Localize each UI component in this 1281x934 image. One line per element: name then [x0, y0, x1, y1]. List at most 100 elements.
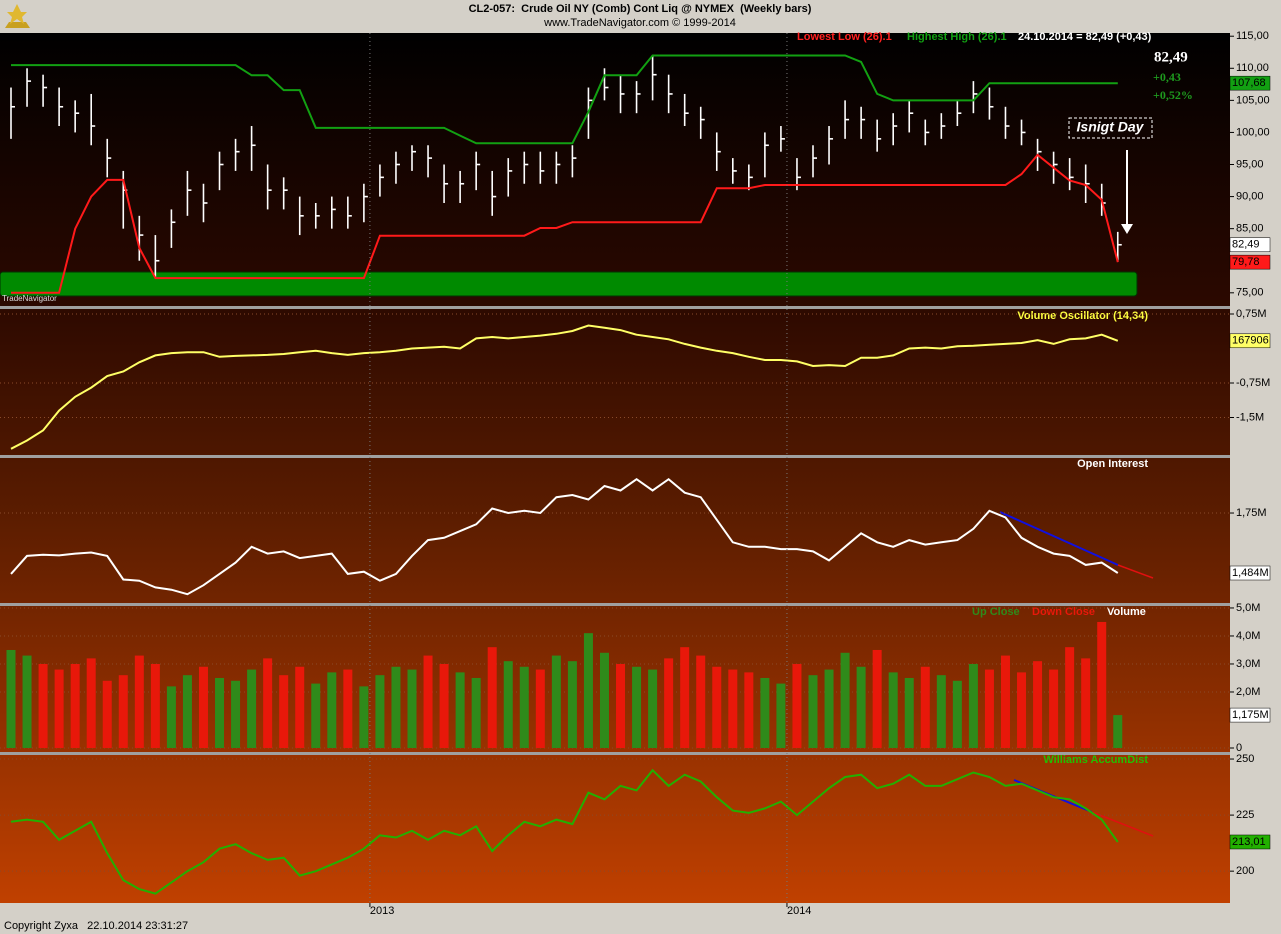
volume-bar — [567, 661, 577, 748]
volume-bar — [551, 655, 561, 748]
last-value-box — [1229, 707, 1271, 723]
volume-bar — [1113, 715, 1123, 748]
y-tick-label: 85,00 — [1236, 223, 1264, 235]
last-value-label: 1,484M — [1232, 567, 1269, 579]
volume-bar — [519, 666, 529, 748]
legend-entry: Down Close — [1032, 606, 1095, 618]
logo-base — [5, 22, 30, 28]
y-tick-label: 75,00 — [1236, 287, 1264, 299]
y-tick-label: 115,00 — [1236, 30, 1269, 42]
volume-bar — [198, 666, 208, 748]
separator — [0, 603, 1230, 606]
volume-bar — [487, 647, 497, 748]
volume-bar — [776, 683, 786, 748]
volume-bar — [231, 680, 241, 748]
volume-bar — [856, 666, 866, 748]
y-tick-label: 2,0M — [1236, 686, 1260, 698]
y-tick-label: 105,00 — [1236, 94, 1270, 106]
trend-extension — [1117, 564, 1154, 579]
volume-bar — [792, 663, 802, 748]
y-tick-label: 0 — [1236, 742, 1242, 754]
series-line — [11, 153, 1119, 294]
separator — [0, 752, 1230, 755]
last-value-box — [1229, 333, 1271, 349]
last-value-box — [1229, 834, 1271, 850]
volume-bar — [86, 658, 96, 748]
volume-bar — [455, 672, 465, 748]
volume-bar — [616, 663, 626, 748]
volume-bar — [728, 669, 738, 748]
volume-bar — [632, 666, 642, 748]
y-tick-label: 250 — [1236, 753, 1254, 765]
chart-subtitle: www.TradeNavigator.com © 1999-2014 — [543, 17, 736, 29]
y-tick-label: -1,5M — [1236, 411, 1264, 423]
series-line — [10, 477, 1119, 596]
last-value-label: 82,49 — [1232, 239, 1260, 251]
volume-bar — [263, 658, 273, 748]
y-tick-label: 110,00 — [1236, 62, 1269, 74]
x-tick-label: 2013 — [370, 905, 394, 917]
volume-bar — [407, 669, 417, 748]
x-tick-label: 2014 — [787, 905, 811, 917]
volume-bar — [808, 675, 818, 748]
volume-bar — [712, 666, 722, 748]
y-tick-label: 95,00 — [1236, 158, 1264, 170]
volume-bar — [182, 675, 192, 748]
last-value-label: 167906 — [1232, 335, 1269, 347]
legend-entry: Lowest Low (26).1 — [797, 31, 892, 43]
change-percent: +0,52% — [1153, 88, 1193, 102]
volume-bar — [134, 655, 144, 748]
series-line — [11, 54, 1118, 145]
watermark: TradeNavigator — [2, 294, 57, 303]
volume-bar — [327, 672, 337, 748]
legend-entry: Volume Oscillator (14,34) — [1017, 310, 1148, 322]
y-tick-label: 0,75M — [1236, 308, 1267, 320]
volume-bar — [744, 672, 754, 748]
logo — [5, 4, 30, 28]
volume-bar — [1000, 655, 1010, 748]
volume-bar — [1017, 672, 1027, 748]
footer: Copyright Zyxa 22.10.2014 23:31:27 — [4, 920, 188, 932]
volume-bar — [6, 649, 16, 748]
last-value-label: 107,68 — [1232, 77, 1266, 89]
volume-bar — [22, 655, 32, 748]
volume-bar — [952, 680, 962, 748]
volume-bar — [1033, 661, 1043, 748]
y-tick-label: 3,0M — [1236, 658, 1260, 670]
y-tick-label: 90,00 — [1236, 190, 1264, 202]
volume-bar — [840, 652, 850, 748]
legend-entry: Open Interest — [1077, 458, 1148, 470]
last-price: 82,49 — [1154, 49, 1188, 65]
volume-bar — [439, 663, 449, 748]
legend-entry: Williams AccumDist — [1043, 754, 1148, 766]
volume-bar — [984, 669, 994, 748]
series-line — [10, 324, 1119, 450]
last-value-label: 213,01 — [1232, 836, 1266, 848]
volume-bar — [166, 686, 176, 748]
annotation: Isnigt Day — [1077, 119, 1145, 135]
volume-bar — [599, 652, 609, 748]
volume-bar — [904, 677, 914, 748]
annotation-arrowhead — [1121, 224, 1133, 234]
y-tick-label: 1,75M — [1236, 507, 1267, 519]
last-value-label: 1,175M — [1232, 709, 1269, 721]
logo-star — [7, 4, 27, 24]
y-tick-label: -0,75M — [1236, 377, 1270, 389]
volume-bar — [583, 633, 593, 748]
volume-bar — [664, 658, 674, 748]
volume-bar — [423, 655, 433, 748]
trend-line — [999, 511, 1119, 566]
volume-bar — [1049, 669, 1059, 748]
volume-bar — [359, 686, 369, 748]
last-value-box — [1229, 254, 1271, 270]
volume-bar — [535, 669, 545, 748]
change: +0,43 — [1153, 70, 1181, 84]
volume-bar — [70, 663, 80, 748]
quote: 24.10.2014 = 82,49 (+0,43) — [1018, 31, 1152, 43]
volume-bar — [1097, 621, 1107, 748]
volume-bar — [888, 672, 898, 748]
volume-bar — [54, 669, 64, 748]
volume-bar — [118, 675, 128, 748]
volume-bar — [920, 666, 930, 748]
